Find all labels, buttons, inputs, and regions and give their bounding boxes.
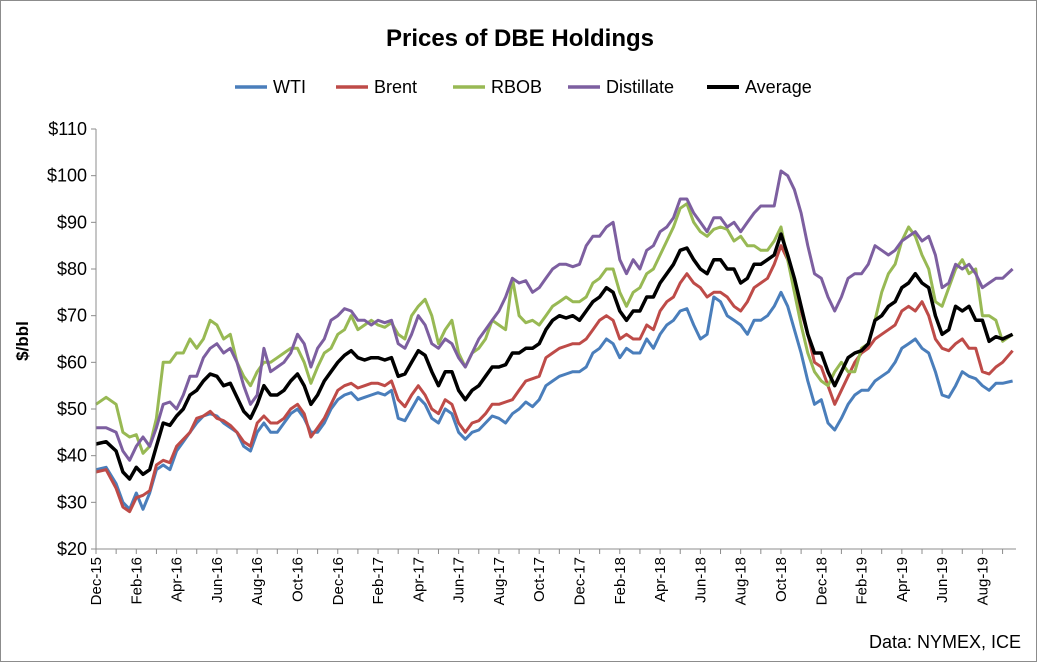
y-axis-label: $/bbl xyxy=(13,321,32,361)
x-tick-label: Apr-18 xyxy=(652,557,669,602)
legend: WTI Brent RBOB Distillate Average xyxy=(235,77,812,97)
y-tick-label: $80 xyxy=(57,259,87,279)
x-tick-label: Feb-18 xyxy=(612,557,629,605)
x-tick-label: Aug-18 xyxy=(733,557,750,605)
x-tick-label: Dec-18 xyxy=(813,557,830,605)
legend-label-brent: Brent xyxy=(374,77,417,97)
y-axis-ticks: $20 $30 $40 $50 $60 $70 $80 $90 $100 $110 xyxy=(47,119,96,559)
y-tick-label: $60 xyxy=(57,352,87,372)
x-tick-label: Dec-15 xyxy=(88,557,105,605)
legend-label-distillate: Distillate xyxy=(606,77,674,97)
x-tick-label: Jun-16 xyxy=(209,557,226,603)
y-tick-label: $50 xyxy=(57,399,87,419)
legend-label-wti: WTI xyxy=(273,77,306,97)
x-axis-ticks: Dec-15 Feb-16 Apr-16 Jun-16 Aug-16 Oct-16 Dec-… xyxy=(88,549,1004,605)
y-tick-label: $30 xyxy=(57,492,87,512)
x-tick-label: Jun-19 xyxy=(934,557,951,603)
x-tick-label: Dec-16 xyxy=(330,557,347,605)
series-line-distillate xyxy=(96,169,1014,462)
data-source-note: Data: NYMEX, ICE xyxy=(869,632,1021,652)
series-line-wti xyxy=(95,290,1013,511)
x-tick-label: Jun-17 xyxy=(451,557,468,603)
y-tick-label: $110 xyxy=(48,119,87,139)
y-tick-label: $70 xyxy=(57,306,87,326)
legend-label-average: Average xyxy=(745,77,812,97)
y-tick-label: $20 xyxy=(57,539,87,559)
x-tick-label: Oct-16 xyxy=(289,557,306,602)
x-tick-label: Apr-16 xyxy=(169,557,186,602)
x-tick-label: Feb-19 xyxy=(854,557,871,605)
y-tick-label: $40 xyxy=(57,446,87,466)
x-tick-label: Aug-19 xyxy=(974,557,991,605)
x-tick-label: Feb-16 xyxy=(128,557,145,605)
x-tick-label: Apr-19 xyxy=(894,557,911,602)
x-tick-label: Apr-17 xyxy=(410,557,427,602)
x-tick-label: Aug-16 xyxy=(249,557,266,605)
series-line-average xyxy=(95,232,1014,481)
x-tick-label: Jun-18 xyxy=(692,557,709,603)
x-tick-label: Oct-17 xyxy=(531,557,548,602)
plot-area xyxy=(95,169,1014,514)
legend-label-rbob: RBOB xyxy=(491,77,542,97)
x-tick-label: Oct-18 xyxy=(773,557,790,602)
y-tick-label: $90 xyxy=(57,212,87,232)
y-tick-label: $100 xyxy=(47,166,87,186)
series-line-rbob xyxy=(95,202,1014,455)
x-tick-label: Feb-17 xyxy=(370,557,387,605)
x-tick-label: Aug-17 xyxy=(491,557,508,605)
x-tick-label: Dec-17 xyxy=(572,557,589,605)
chart-title: Prices of DBE Holdings xyxy=(386,25,654,52)
